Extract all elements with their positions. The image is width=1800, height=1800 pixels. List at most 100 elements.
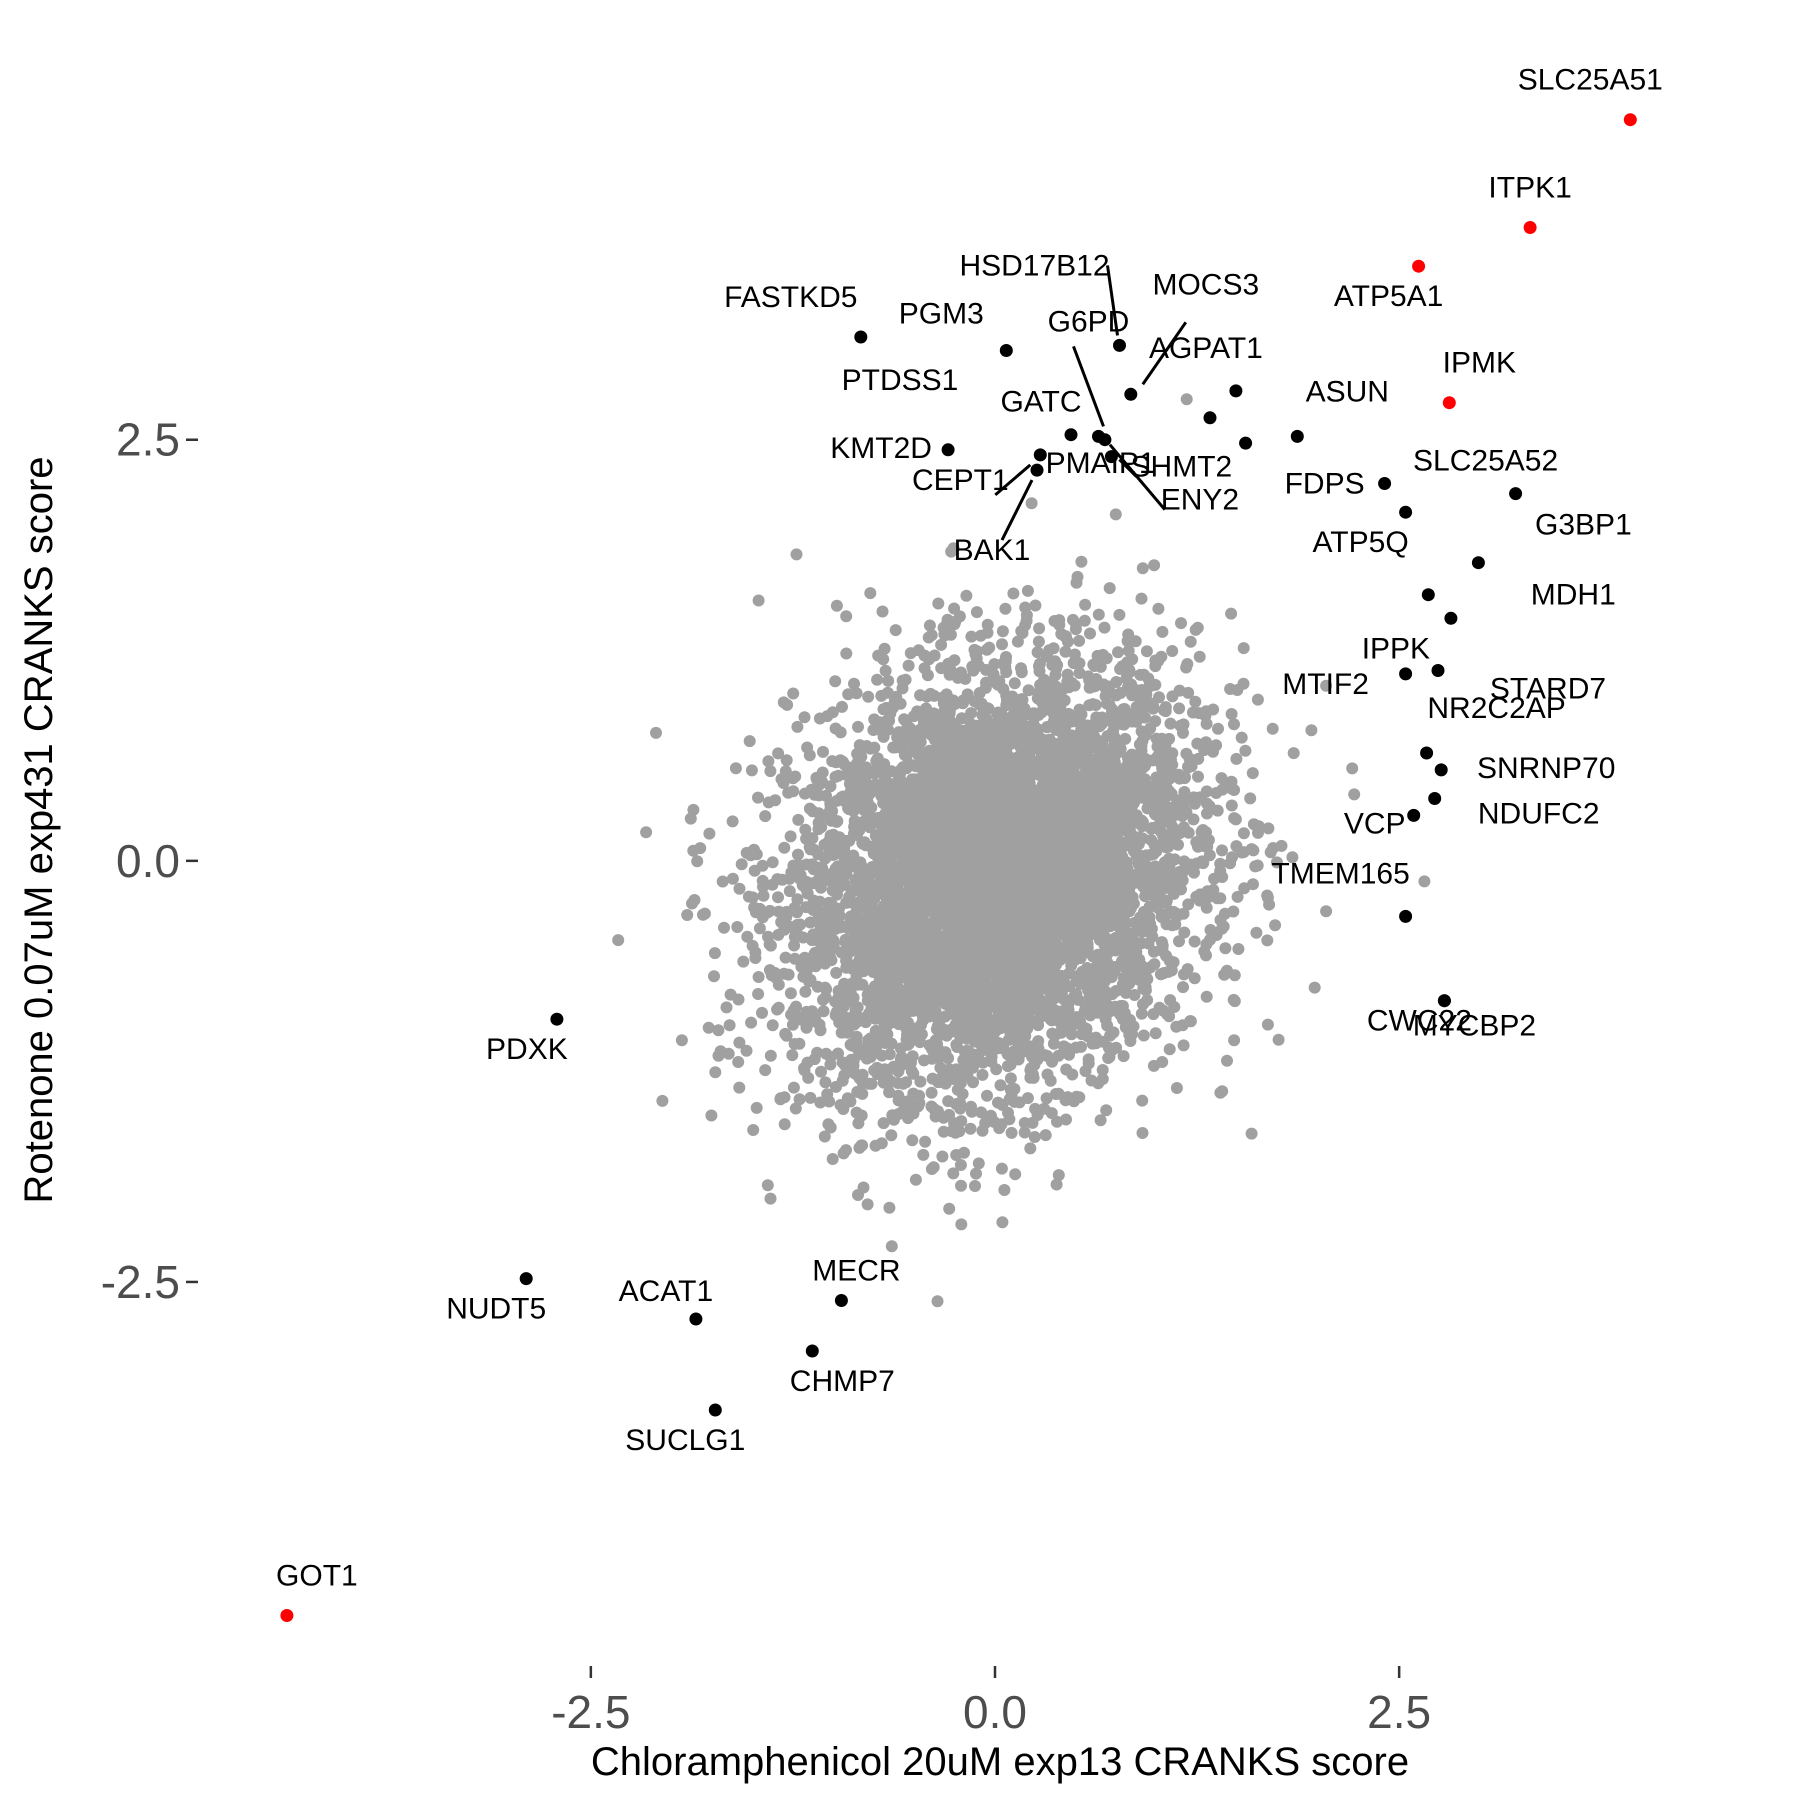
background-point bbox=[1147, 1008, 1160, 1021]
background-point bbox=[858, 1011, 871, 1024]
background-point bbox=[790, 548, 803, 561]
background-point bbox=[703, 827, 716, 840]
background-point bbox=[1269, 919, 1282, 932]
background-point bbox=[1200, 990, 1213, 1003]
background-point bbox=[955, 1218, 968, 1231]
background-point bbox=[1128, 916, 1141, 929]
background-point bbox=[815, 1065, 827, 1078]
background-point bbox=[1025, 497, 1038, 510]
background-point bbox=[772, 905, 785, 918]
background-point bbox=[1137, 1029, 1150, 1042]
background-point bbox=[883, 1086, 896, 1099]
background-point bbox=[823, 1095, 836, 1108]
background-point bbox=[948, 1117, 961, 1130]
background-point bbox=[984, 1109, 997, 1122]
background-point bbox=[840, 1144, 852, 1157]
background-point bbox=[1192, 752, 1205, 765]
background-point bbox=[745, 764, 758, 777]
background-point bbox=[650, 726, 662, 739]
background-point bbox=[812, 873, 825, 886]
background-point bbox=[1178, 786, 1191, 798]
background-point bbox=[789, 770, 802, 783]
background-point bbox=[868, 767, 881, 780]
background-point bbox=[842, 688, 855, 701]
background-point bbox=[1237, 827, 1250, 840]
background-point bbox=[888, 695, 901, 708]
background-point bbox=[1015, 662, 1027, 675]
background-point bbox=[861, 988, 874, 1001]
background-point bbox=[947, 542, 960, 555]
background-point bbox=[1139, 984, 1152, 997]
background-point bbox=[862, 690, 875, 703]
background-point bbox=[1228, 1034, 1241, 1047]
background-point bbox=[1194, 888, 1207, 901]
background-point bbox=[708, 947, 721, 960]
background-point bbox=[1261, 1018, 1274, 1031]
background-point bbox=[741, 930, 754, 943]
background-point bbox=[1159, 701, 1172, 714]
background-point bbox=[1177, 981, 1189, 994]
background-point bbox=[750, 1101, 763, 1114]
background-point bbox=[1080, 871, 1093, 884]
background-point bbox=[889, 976, 902, 989]
background-point bbox=[1090, 673, 1103, 685]
background-point bbox=[829, 848, 842, 861]
background-point bbox=[1040, 1092, 1053, 1105]
background-point bbox=[1141, 994, 1154, 1007]
background-point bbox=[1110, 676, 1123, 688]
background-point bbox=[733, 882, 746, 895]
background-point bbox=[1083, 974, 1095, 987]
background-point bbox=[970, 606, 983, 619]
background-point bbox=[792, 813, 805, 826]
background-point bbox=[941, 730, 954, 743]
background-point bbox=[976, 1124, 989, 1137]
background-point bbox=[830, 966, 843, 979]
background-point bbox=[1154, 968, 1167, 981]
background-point bbox=[892, 1094, 905, 1107]
background-point bbox=[762, 755, 775, 768]
background-point bbox=[918, 1054, 930, 1067]
background-point bbox=[1007, 587, 1020, 600]
background-point bbox=[998, 1184, 1011, 1196]
background-point bbox=[848, 677, 860, 690]
background-point bbox=[897, 1077, 910, 1090]
background-point bbox=[1157, 830, 1170, 843]
background-point bbox=[935, 638, 948, 651]
background-point bbox=[733, 1036, 746, 1049]
background-point bbox=[925, 1086, 938, 1099]
background-point bbox=[879, 993, 892, 1006]
background-point bbox=[823, 896, 836, 909]
background-point bbox=[829, 770, 842, 783]
background-point bbox=[1153, 691, 1165, 704]
background-point bbox=[1109, 508, 1122, 521]
background-point bbox=[1099, 682, 1112, 695]
background-point bbox=[898, 739, 911, 752]
background-point bbox=[955, 666, 967, 679]
background-point bbox=[1065, 1028, 1078, 1041]
background-point bbox=[1246, 767, 1259, 780]
background-point bbox=[718, 921, 730, 934]
background-point bbox=[1172, 838, 1184, 851]
background-point bbox=[1270, 856, 1283, 869]
background-point bbox=[999, 602, 1012, 615]
background-point bbox=[1230, 752, 1243, 765]
background-point bbox=[961, 688, 974, 701]
background-point bbox=[1147, 945, 1160, 958]
background-point bbox=[1091, 649, 1104, 662]
background-point bbox=[772, 891, 784, 904]
background-point bbox=[920, 726, 933, 739]
background-point bbox=[883, 714, 896, 727]
background-point bbox=[712, 1049, 725, 1062]
background-point bbox=[1226, 851, 1238, 864]
background-point bbox=[1210, 787, 1223, 799]
background-point bbox=[805, 832, 817, 845]
background-point bbox=[777, 696, 790, 709]
background-point bbox=[1216, 844, 1228, 857]
background-point bbox=[791, 720, 804, 733]
background-point bbox=[1232, 943, 1245, 955]
background-point bbox=[1099, 1013, 1112, 1026]
background-point bbox=[1250, 926, 1263, 939]
background-point bbox=[766, 1019, 779, 1032]
background-point bbox=[709, 1066, 722, 1079]
background-point bbox=[735, 858, 748, 871]
